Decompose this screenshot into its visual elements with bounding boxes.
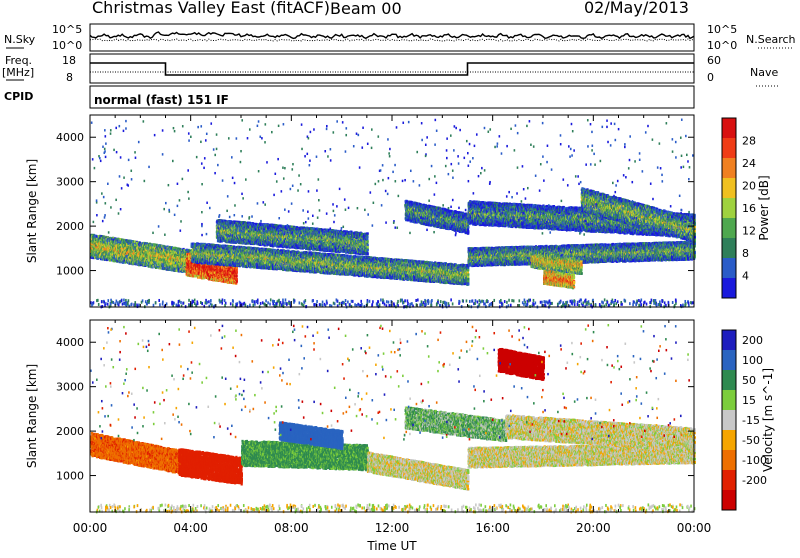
frequency-panel: Freq. [MHz] 18 8 60 0 Nave xyxy=(2,54,778,86)
freq-tick-top: 18 xyxy=(62,54,76,67)
cpid-panel: CPID normal (fast) 151 IF xyxy=(4,86,694,108)
nave-tick-bottom: 0 xyxy=(707,71,714,84)
cpid-value: normal (fast) 151 IF xyxy=(94,93,229,107)
date-label: 02/May/2013 xyxy=(584,0,689,17)
noise-tick-right-bottom: 10^0 xyxy=(707,39,737,52)
freq-tick-bottom: 8 xyxy=(66,71,73,84)
nave-label: Nave xyxy=(750,66,778,79)
figure-title: Christmas Valley East (fitACF) xyxy=(92,0,330,17)
power-panel: 1000 2000 3000 4000 Slant Range [km] xyxy=(25,115,696,308)
cpid-label: CPID xyxy=(4,90,33,103)
nave-tick-top: 60 xyxy=(707,54,721,67)
noise-search-trace xyxy=(90,39,694,41)
noise-tick-right-top: 10^5 xyxy=(707,23,737,36)
beam-label: Beam 00 xyxy=(330,0,402,18)
frequency-trace xyxy=(90,63,694,75)
noise-tick-left-top: 10^5 xyxy=(52,23,82,36)
noise-panel: N.Sky 10^5 10^0 10^5 10^0 N.Search xyxy=(4,23,796,52)
noise-left-label: N.Sky xyxy=(4,33,36,46)
noise-tick-left-bottom: 10^0 xyxy=(52,39,82,52)
freq-label-2: [MHz] xyxy=(2,66,34,79)
noise-right-label: N.Search xyxy=(746,33,796,46)
noise-sky-trace xyxy=(90,32,694,38)
